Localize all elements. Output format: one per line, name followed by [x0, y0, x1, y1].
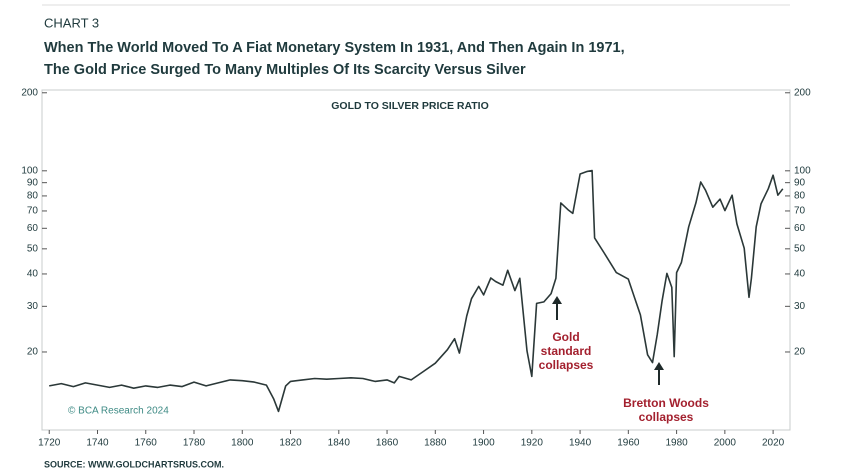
- x-tick-label: 1900: [472, 438, 495, 449]
- y-tick-label: 60: [27, 223, 39, 234]
- copyright: © BCA Research 2024: [68, 406, 169, 417]
- x-tick-label: 1840: [328, 438, 351, 449]
- x-tick-label: 1800: [231, 438, 254, 449]
- annotation: collapses: [639, 410, 694, 424]
- annotation-arrowhead: [552, 296, 562, 304]
- x-tick-label: 1920: [521, 438, 544, 449]
- y2-tick-label: 20: [794, 347, 806, 358]
- y2-tick-label: 90: [794, 177, 806, 188]
- y-tick-label: 20: [27, 347, 39, 358]
- x-tick-label: 1940: [569, 438, 592, 449]
- x-tick-label: 1720: [38, 438, 61, 449]
- chart-title: When The World Moved To A Fiat Monetary …: [44, 40, 625, 56]
- y2-tick-label: 70: [794, 206, 806, 217]
- y2-tick-label: 40: [794, 269, 806, 280]
- y-tick-label: 50: [27, 243, 39, 254]
- series-line: [49, 169, 784, 413]
- x-tick-label: 1960: [617, 438, 640, 449]
- y-tick-label: 90: [27, 177, 39, 188]
- chart-title: The Gold Price Surged To Many Multiples …: [44, 62, 526, 78]
- annotation: Gold: [552, 330, 579, 344]
- y-tick-label: 200: [21, 87, 38, 98]
- y2-tick-label: 60: [794, 223, 806, 234]
- x-tick-label: 1820: [279, 438, 302, 449]
- x-tick-label: 1880: [424, 438, 447, 449]
- y-tick-label: 30: [27, 301, 39, 312]
- x-tick-label: 2000: [714, 438, 737, 449]
- y2-tick-label: 80: [794, 191, 806, 202]
- annotation: standard: [541, 344, 592, 358]
- y-tick-label: 70: [27, 206, 39, 217]
- annotation: Bretton Woods: [623, 396, 709, 410]
- x-tick-label: 1760: [135, 438, 158, 449]
- annotation: collapses: [539, 358, 594, 372]
- x-tick-label: 1740: [86, 438, 109, 449]
- x-tick-label: 1780: [183, 438, 206, 449]
- x-tick-label: 1860: [376, 438, 399, 449]
- y2-tick-label: 200: [794, 87, 811, 98]
- y-tick-label: 80: [27, 191, 39, 202]
- annotation-arrowhead: [654, 362, 664, 370]
- x-tick-label: 1980: [665, 438, 688, 449]
- x-tick-label: 2020: [762, 438, 785, 449]
- plot-title: GOLD TO SILVER PRICE RATIO: [331, 100, 489, 112]
- plot-frame: [41, 89, 791, 431]
- chart-header: CHART 3: [44, 15, 99, 30]
- y-tick-label: 100: [21, 165, 38, 176]
- source: SOURCE: WWW.GOLDCHARTSRUS.COM.: [44, 459, 224, 469]
- y2-tick-label: 50: [794, 243, 806, 254]
- y2-tick-label: 30: [794, 301, 806, 312]
- y-tick-label: 40: [27, 269, 39, 280]
- y2-tick-label: 100: [794, 165, 811, 176]
